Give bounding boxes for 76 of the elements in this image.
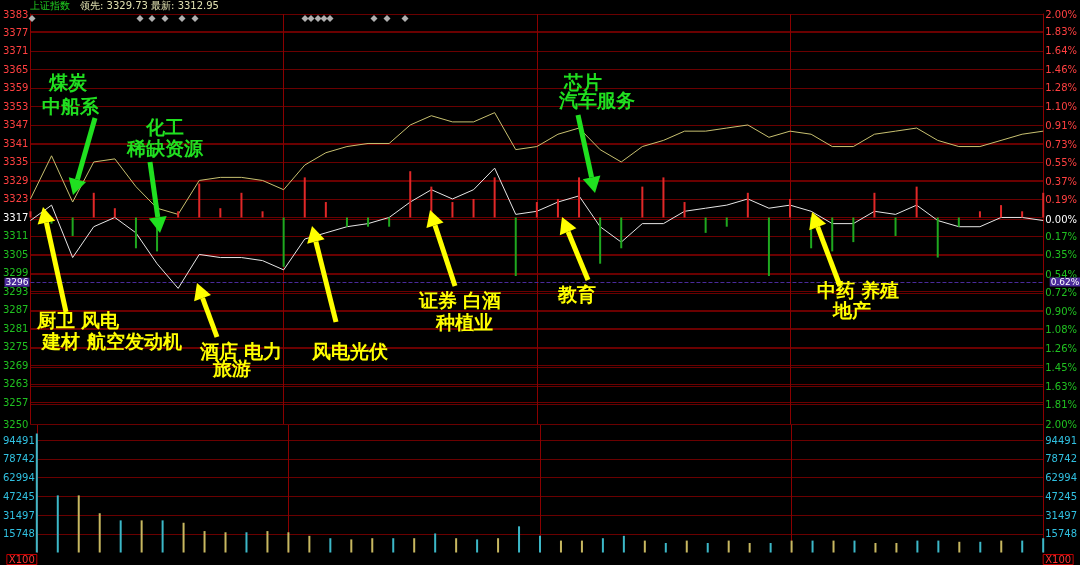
y2-tick-label: 1.63% [1045,380,1078,392]
y-tick-label: 3299 [3,267,29,279]
y-tick-label: 3335 [3,156,29,168]
y2-tick-label: 0.55% [1045,157,1078,169]
y2-tick-label: 94491 [1045,434,1077,446]
ref-line-label: 3296 [5,277,29,288]
y2-tick-label: 0.00% [1045,213,1078,225]
y-tick-label: 15748 [3,528,35,540]
y-tick-label: 3311 [3,230,29,242]
y2-tick-label: 0.35% [1045,249,1078,261]
y-tick-label: 3281 [3,322,29,334]
annotation: 化工 [145,116,184,138]
annotation: 稀缺资源 [126,137,204,159]
y2-tick-label: 1.45% [1045,362,1078,374]
y2-tick-label: 31497 [1045,509,1077,521]
y2-tick-label: 2.00% [1045,418,1078,430]
chart-title: 上证指数 [30,0,70,11]
y-tick-label: 3263 [3,378,29,390]
annotation: 地产 [832,299,871,321]
annotation: 芯片 [563,71,602,93]
annotation: 煤炭 [48,71,88,93]
y2-axis-title: X100 [1045,554,1072,565]
y-tick-label: 3275 [3,341,29,353]
y-tick-label: 3287 [3,304,29,316]
annotation: 教育 [557,283,596,305]
y-tick-label: 3269 [3,359,29,371]
y2-tick-label: 0.90% [1045,305,1078,317]
annotation: 厨卫 风电 [35,309,121,331]
y-tick-label: 3323 [3,193,29,205]
annotation: 建材 航空发动机 [40,330,182,352]
y2-tick-label: 0.72% [1045,287,1078,299]
y-axis-title: X100 [8,554,35,565]
y-tick-label: 94491 [3,434,35,446]
y-tick-label: 78742 [3,453,35,465]
y-tick-label: 3347 [3,119,29,131]
y2-tick-label: 1.46% [1045,63,1078,75]
y-tick-label: 3371 [3,45,29,57]
annotation: 风电光伏 [311,340,389,362]
y-tick-label: 3305 [3,248,29,260]
y2-tick-label: 1.10% [1045,100,1078,112]
y-tick-label: 3317 [3,211,29,223]
y-tick-label: 3329 [3,174,29,186]
y2-tick-label: 1.08% [1045,324,1078,336]
y2-tick-label: 47245 [1045,490,1077,502]
chart-subtitle: 领先: 3329.73 最新: 3312.95 [80,0,219,11]
y2-tick-label: 78742 [1045,453,1077,465]
y-tick-label: 3377 [3,27,29,38]
y-tick-label: 3250 [3,418,29,430]
y2-tick-label: 1.26% [1045,342,1078,354]
y2-tick-label: 62994 [1045,472,1077,484]
y-tick-label: 3365 [3,63,29,75]
y-tick-label: 3383 [3,8,29,20]
annotation: 中药 养殖 [816,279,900,301]
y-tick-label: 47245 [3,490,35,502]
annotation: 证券 白酒 [417,289,502,311]
y-tick-label: 31497 [3,509,35,521]
y-tick-label: 3257 [3,396,29,408]
y2-tick-label: 1.83% [1045,25,1078,37]
y2-tick-label: 0.17% [1045,230,1078,242]
y2-tick-label: 0.19% [1045,194,1078,206]
y-tick-label: 3341 [3,137,29,149]
y2-tick-label: 1.64% [1045,45,1078,57]
y2-tick-label: 0.73% [1045,138,1078,150]
y2-tick-label: 15748 [1045,528,1077,540]
y-tick-label: 3359 [3,82,29,94]
annotation: 中船系 [41,95,100,117]
text: 0.62% [1050,277,1080,287]
y-tick-label: 62994 [3,472,35,484]
y2-tick-label: 2.00% [1045,8,1078,20]
y2-tick-label: 0.37% [1045,175,1078,187]
y2-tick-label: 1.81% [1045,399,1078,411]
annotation: 种植业 [434,311,493,333]
y-tick-label: 3293 [3,285,29,297]
y-tick-label: 3353 [3,100,29,112]
y2-tick-label: 0.91% [1045,120,1078,132]
y2-tick-label: 1.28% [1045,82,1078,94]
